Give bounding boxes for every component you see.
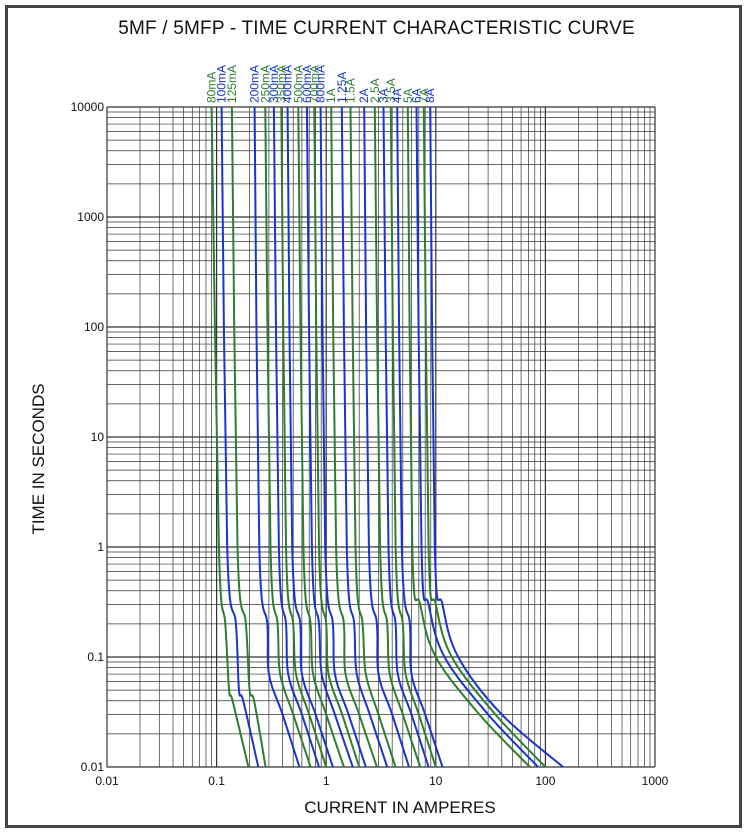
curve-line-800mA bbox=[319, 106, 367, 768]
y-tick-label: 10000 bbox=[71, 100, 105, 114]
y-tick-label: 0.1 bbox=[87, 650, 104, 664]
curve-line-6A bbox=[415, 106, 539, 768]
curve-series bbox=[210, 106, 564, 768]
series-label: 800mA bbox=[314, 65, 328, 103]
curve-line-2.5A bbox=[373, 106, 422, 768]
series-label: 5A bbox=[401, 88, 415, 103]
series-label: 4A bbox=[390, 88, 404, 103]
series-label: 200mA bbox=[248, 65, 262, 103]
curve-line-3.5A bbox=[389, 106, 437, 768]
x-tick-label: 0.1 bbox=[208, 774, 225, 788]
y-tick-label: 100 bbox=[84, 320, 104, 334]
grid-lines bbox=[106, 106, 656, 768]
curve-line-500mA bbox=[297, 106, 345, 768]
y-tick-label: 10 bbox=[91, 430, 105, 444]
series-label: 600mA bbox=[300, 65, 314, 103]
series-label: 1.5A bbox=[344, 78, 358, 103]
series-label: 250mA bbox=[258, 65, 272, 103]
series-label: 2.5A bbox=[368, 78, 382, 103]
curve-line-300mA bbox=[272, 106, 320, 768]
curve-line-350mA bbox=[280, 106, 328, 768]
curve-line-5A bbox=[406, 106, 531, 768]
series-label: 8A bbox=[423, 88, 437, 103]
curve-line-200mA bbox=[253, 106, 301, 768]
series-label: 400mA bbox=[281, 65, 295, 103]
series-label: 125mA bbox=[225, 65, 239, 103]
curve-line-7A bbox=[422, 106, 547, 768]
series-label: 350mA bbox=[274, 65, 288, 103]
y-tick-label: 1 bbox=[97, 540, 104, 554]
curve-line-1.5A bbox=[349, 106, 397, 768]
y-tick-label: 1000 bbox=[77, 210, 104, 224]
curve-line-600mA bbox=[305, 106, 354, 768]
curve-line-250mA bbox=[264, 106, 312, 768]
series-label: 7A bbox=[417, 88, 431, 103]
series-label: 2A bbox=[357, 88, 371, 103]
series-label: 3A bbox=[377, 88, 391, 103]
curve-line-4A bbox=[396, 106, 444, 768]
series-label: 3.5A bbox=[384, 78, 398, 103]
curve-line-1.25A bbox=[340, 106, 389, 768]
y-tick-label: 0.01 bbox=[81, 760, 105, 774]
x-tick-label: 0.01 bbox=[95, 774, 119, 788]
chart-frame bbox=[5, 5, 742, 828]
x-tick-label: 100 bbox=[535, 774, 555, 788]
x-tick-label: 1 bbox=[323, 774, 330, 788]
series-label: 700mA bbox=[307, 65, 321, 103]
curve-line-700mA bbox=[313, 106, 361, 768]
curve-line-3A bbox=[382, 106, 430, 768]
x-tick-labels: 0.01 0.1 1 10 100 1000 bbox=[95, 774, 668, 788]
x-axis-label: CURRENT IN AMPERES bbox=[304, 798, 496, 817]
series-label: 100mA bbox=[215, 65, 229, 103]
curve-line-80mA bbox=[210, 106, 250, 768]
curve-line-400mA bbox=[286, 106, 334, 768]
series-label: 1.25A bbox=[335, 72, 349, 103]
chart-title: 5MF / 5MFP - TIME CURRENT CHARACTERISTIC… bbox=[118, 18, 635, 39]
series-label: 80mA bbox=[205, 72, 219, 103]
x-tick-label: 1000 bbox=[642, 774, 669, 788]
x-tick-label: 10 bbox=[429, 774, 443, 788]
curve-line-8A bbox=[429, 106, 564, 768]
series-label: 300mA bbox=[267, 65, 281, 103]
curve-line-100mA bbox=[220, 106, 260, 768]
series-label: 500mA bbox=[291, 65, 305, 103]
y-tick-labels: 0.01 0.1 1 10 100 1000 10000 bbox=[71, 100, 105, 774]
series-label: 1A bbox=[324, 88, 338, 103]
curve-line-125mA bbox=[230, 106, 267, 768]
curve-line-1A bbox=[330, 106, 378, 768]
curve-line-2A bbox=[363, 106, 410, 768]
series-label: 6A bbox=[410, 88, 424, 103]
